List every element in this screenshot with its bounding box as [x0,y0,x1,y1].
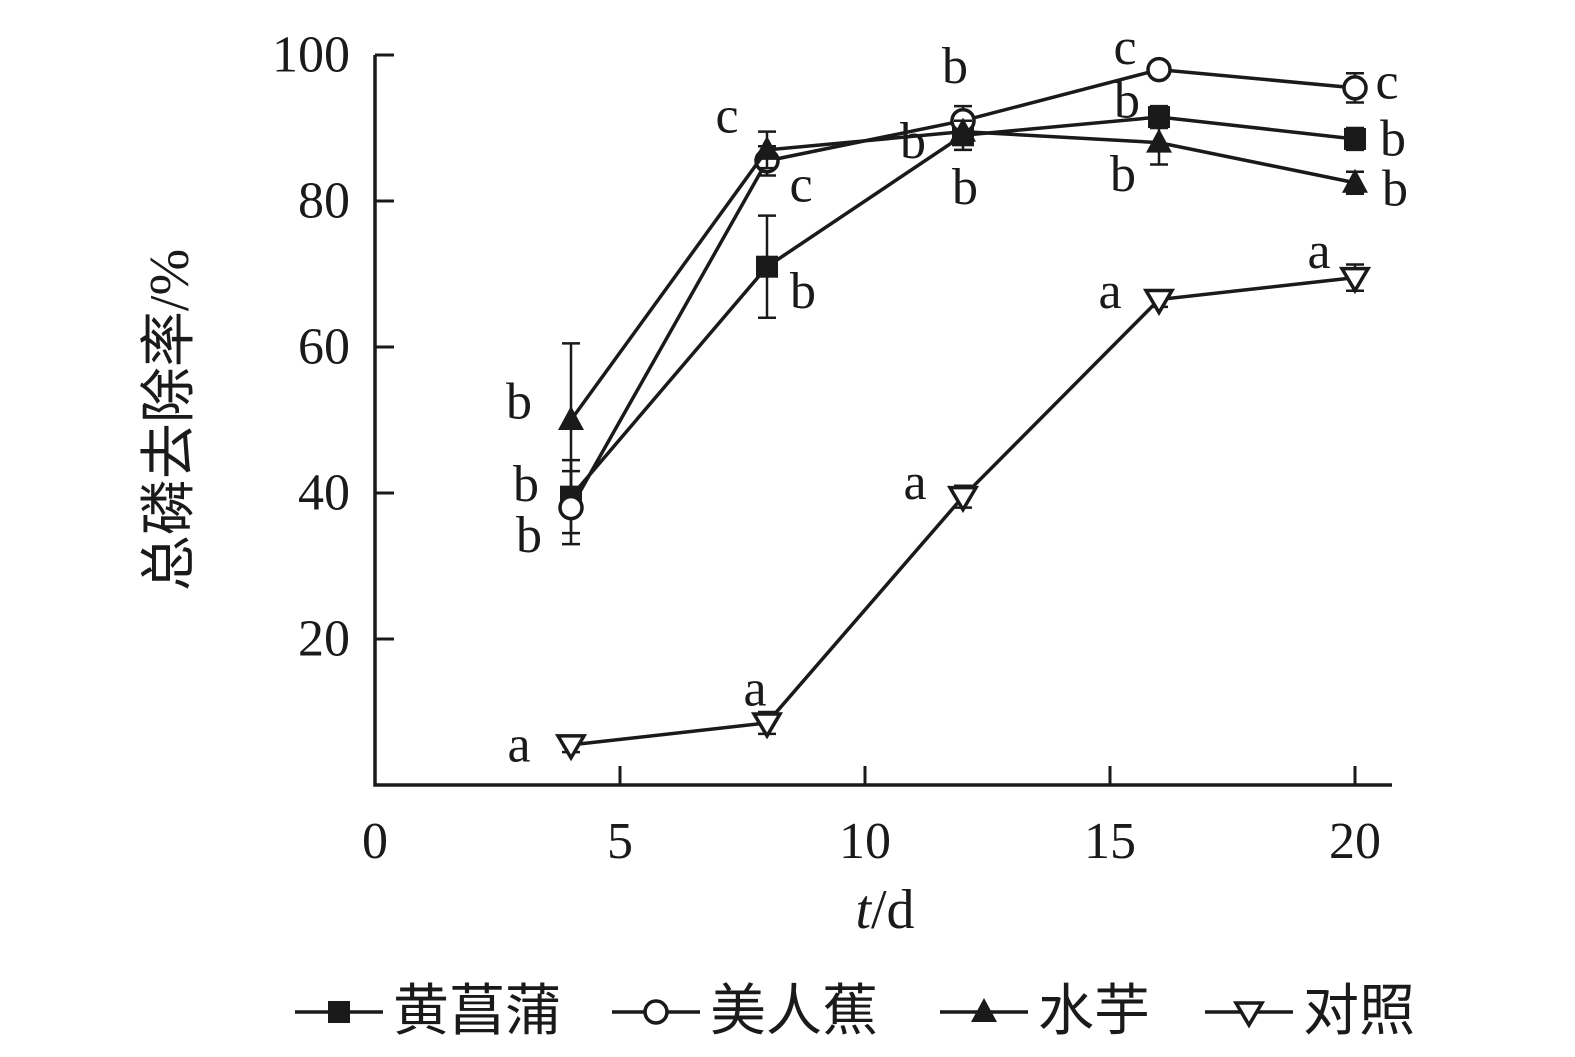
legend-item: 对照 [1205,981,1415,1043]
point-letter: b [900,113,926,170]
point-letter: b [1110,146,1136,203]
y-tick-label: 40 [298,465,350,522]
point-letter: c [715,87,738,144]
y-tick-label: 80 [298,173,350,230]
x-axis-label-unit: /d [871,879,915,941]
marker-triangle-down [750,712,784,740]
legend-item: 水芋 [940,981,1150,1043]
point-letter: b [1114,73,1140,130]
point-letter: a [743,660,766,717]
y-tick-label: 60 [298,319,350,376]
x-tick-label: 10 [839,813,891,870]
series-2: bc bb b [506,87,1408,498]
y-tick-label: 20 [298,611,350,668]
marker-triangle-up [971,998,997,1022]
marker-triangle-down [554,734,588,762]
marker-triangle-down [1338,266,1372,295]
x-axis-label-variable: t [855,879,872,941]
marker-circle [1146,56,1172,83]
x-tick-label: 0 [362,813,388,870]
marker-triangle-up [1146,128,1172,153]
point-letter: c [1113,19,1136,76]
x-axis-label: t/d [855,879,914,941]
marker-square [328,1001,350,1023]
y-tick-label: 100 [272,27,350,84]
legend-label: 对照 [1303,981,1415,1043]
marker-triangle-up [1342,168,1368,193]
marker-triangle-up [558,406,584,430]
axes: 20 40 60 80 100 0 5 10 15 20 [272,27,1392,870]
x-tick-label: 5 [607,813,633,870]
legend-item: 美人蕉 [612,981,878,1043]
marker-triangle-down [1142,288,1176,316]
marker-square [756,255,778,278]
marker-triangle-down [946,485,980,514]
point-letter: b [506,374,532,431]
point-letter: a [1098,263,1121,320]
point-letter: b [942,38,968,95]
marker-square [1344,127,1366,150]
legend-label: 美人蕉 [710,981,878,1043]
point-letter: b [513,456,539,513]
marker-triangle-up [754,135,780,160]
series-1: bcb cc [516,19,1399,564]
point-letter: a [903,454,926,511]
legend-label: 黄菖蒲 [393,981,561,1043]
point-letter: c [1375,53,1398,110]
x-tick-label: 15 [1084,813,1136,870]
point-letter: a [507,716,530,773]
point-letter: b [516,507,542,564]
marker-circle [558,494,584,521]
legend-item: 黄菖蒲 [295,981,561,1043]
point-letter: b [1382,160,1408,217]
x-tick-label: 20 [1329,813,1381,870]
legend-label: 水芋 [1038,981,1150,1043]
marker-circle [1342,75,1368,101]
series-3: a a a a a [507,223,1372,773]
point-letter: c [789,156,812,213]
marker-square [1148,106,1170,129]
marker-triangle-up [950,117,976,142]
point-letter: b [1380,110,1406,167]
marker-circle [643,999,669,1025]
marker-triangle-down [1232,1001,1266,1029]
y-axis-label: 总磷去除率/% [139,249,201,591]
point-letter: a [1307,223,1330,280]
point-letter: b [790,263,816,320]
point-letter: b [952,159,978,216]
legend: 黄菖蒲 美人蕉 水芋 对照 [295,981,1415,1043]
